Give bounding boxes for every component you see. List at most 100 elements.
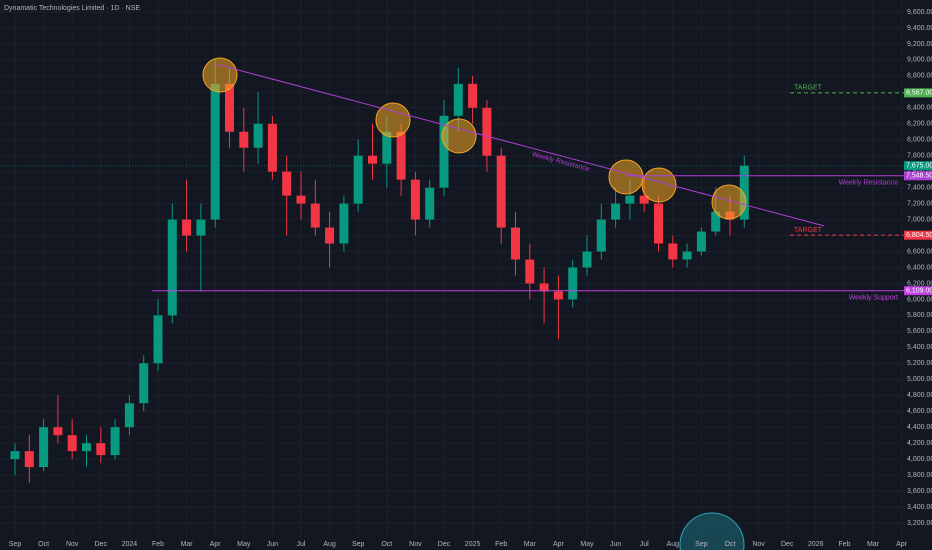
candle-body bbox=[525, 259, 535, 284]
candle-body bbox=[496, 155, 506, 228]
candle-body bbox=[167, 219, 177, 316]
highlight-circle bbox=[441, 118, 477, 154]
level-label: Weekly Support bbox=[849, 295, 898, 302]
price-tag bbox=[904, 88, 932, 98]
candle-body bbox=[210, 83, 220, 220]
candle-body bbox=[639, 195, 649, 204]
y-tick-label: 5,400.00 bbox=[907, 344, 932, 351]
x-tick-label: Oct bbox=[38, 541, 49, 548]
candle-body bbox=[696, 231, 706, 252]
y-tick-label: 4,600.00 bbox=[907, 408, 932, 415]
x-tick-label: Sep bbox=[695, 541, 708, 548]
x-tick-label: Mar bbox=[181, 541, 194, 548]
candle-body bbox=[611, 203, 621, 220]
candle-body bbox=[110, 427, 120, 456]
y-tick-label: 7,200.00 bbox=[907, 200, 932, 207]
x-tick-label: 2026 bbox=[808, 541, 824, 548]
candle-body bbox=[67, 435, 77, 452]
x-tick-label: Mar bbox=[867, 541, 880, 548]
x-tick-label: Feb bbox=[495, 541, 507, 548]
price-tag-label: 6,804.50 bbox=[906, 232, 932, 239]
y-tick-label: 5,000.00 bbox=[907, 376, 932, 383]
candle-body bbox=[568, 267, 578, 300]
candle-body bbox=[39, 427, 49, 468]
candle-body bbox=[739, 165, 749, 220]
candle-body bbox=[482, 107, 492, 156]
y-tick-label: 6,600.00 bbox=[907, 248, 932, 255]
highlight-circle bbox=[608, 159, 644, 195]
candle-body bbox=[310, 203, 320, 228]
x-tick-label: 2024 bbox=[122, 541, 138, 548]
y-tick-label: 3,600.00 bbox=[907, 488, 932, 495]
price-tag-label: 6,109.00 bbox=[906, 288, 932, 295]
candle-body bbox=[382, 131, 392, 164]
candle-body bbox=[553, 291, 563, 300]
x-tick-label: Nov bbox=[66, 541, 79, 548]
price-tag bbox=[904, 171, 932, 181]
candle-body bbox=[139, 363, 149, 404]
x-tick-label: Aug bbox=[323, 541, 336, 548]
level-label: TARGET bbox=[794, 85, 823, 92]
candle-body bbox=[396, 131, 406, 180]
x-tick-label: Apr bbox=[210, 541, 222, 548]
candle-body bbox=[353, 155, 363, 204]
y-tick-label: 4,200.00 bbox=[907, 440, 932, 447]
candle-body bbox=[410, 179, 420, 220]
x-tick-label: Sep bbox=[9, 541, 22, 548]
x-tick-label: Jul bbox=[297, 541, 306, 548]
y-tick-label: 6,000.00 bbox=[907, 296, 932, 303]
x-tick-label: Nov bbox=[409, 541, 422, 548]
candle-body bbox=[124, 403, 134, 428]
candle-body bbox=[596, 219, 606, 252]
candle-body bbox=[10, 451, 20, 460]
x-tick-label: Apr bbox=[896, 541, 908, 548]
candle-body bbox=[253, 123, 263, 148]
x-tick-label: Oct bbox=[725, 541, 736, 548]
y-tick-label: 8,800.00 bbox=[907, 73, 932, 80]
candle-body bbox=[196, 219, 206, 236]
candle-body bbox=[439, 115, 449, 188]
x-tick-label: Dec bbox=[438, 541, 451, 548]
y-tick-label: 4,400.00 bbox=[907, 424, 932, 431]
y-tick-label: 8,000.00 bbox=[907, 137, 932, 144]
candle-body bbox=[82, 443, 91, 452]
candle-body bbox=[468, 83, 478, 108]
chart-title: Dynamatic Technologies Limited · 1D · NS… bbox=[4, 5, 140, 12]
candle-body bbox=[325, 227, 335, 244]
price-tag bbox=[904, 286, 932, 296]
price-tag-label: 8,587.00 bbox=[906, 90, 932, 97]
candle-body bbox=[182, 219, 192, 236]
price-tag-label: 7,548.50 bbox=[906, 173, 932, 180]
x-tick-label: Feb bbox=[152, 541, 164, 548]
candle-body bbox=[682, 251, 692, 260]
candle-body bbox=[511, 227, 520, 260]
y-tick-label: 3,400.00 bbox=[907, 504, 932, 511]
y-tick-label: 6,200.00 bbox=[907, 280, 932, 287]
price-tag-label: 7,675.00 bbox=[906, 163, 932, 170]
price-tag bbox=[904, 161, 932, 171]
y-tick-label: 3,800.00 bbox=[907, 472, 932, 479]
highlight-circle bbox=[375, 102, 411, 138]
highlight-circles bbox=[202, 57, 747, 220]
candle-body bbox=[368, 155, 377, 164]
y-tick-label: 9,000.00 bbox=[907, 57, 932, 64]
y-tick-label: 5,600.00 bbox=[907, 328, 932, 335]
y-tick-label: 3,200.00 bbox=[907, 520, 932, 527]
candle-body bbox=[453, 83, 463, 116]
y-tick-label: 6,400.00 bbox=[907, 264, 932, 271]
x-tick-label: May bbox=[580, 541, 594, 548]
x-tick-label: Jun bbox=[610, 541, 621, 548]
x-tick-label: Dec bbox=[95, 541, 108, 548]
x-tick-label: Feb bbox=[838, 541, 850, 548]
price-tag bbox=[904, 230, 932, 240]
x-tick-label: Mar bbox=[524, 541, 537, 548]
trendline bbox=[215, 63, 825, 227]
y-tick-label: 8,400.00 bbox=[907, 105, 932, 112]
y-tick-label: 5,800.00 bbox=[907, 312, 932, 319]
candle-body bbox=[711, 211, 721, 232]
level-label: TARGET bbox=[794, 227, 823, 234]
candle-body bbox=[267, 123, 277, 172]
candle-body bbox=[239, 131, 249, 148]
